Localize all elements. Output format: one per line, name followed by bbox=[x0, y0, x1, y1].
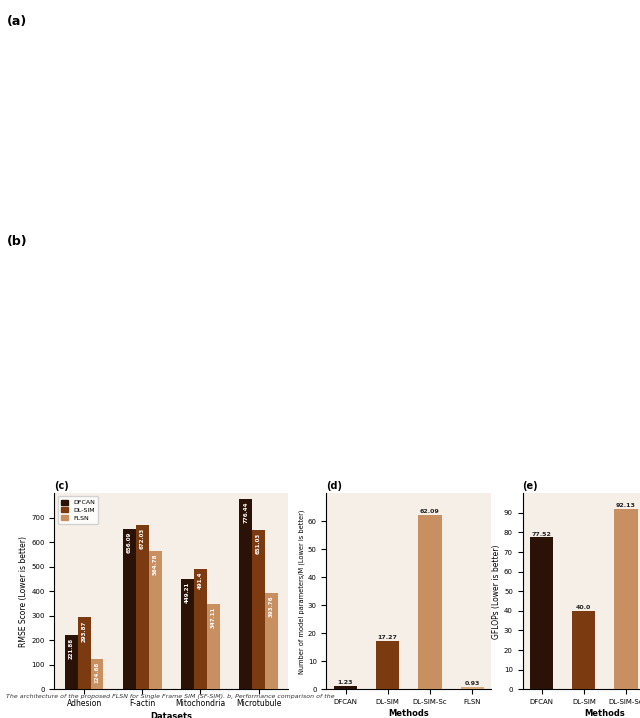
Bar bbox=[181, 579, 194, 689]
Bar bbox=[265, 593, 278, 689]
Text: (c): (c) bbox=[54, 481, 69, 491]
Bar bbox=[530, 537, 553, 689]
Text: 62.09: 62.09 bbox=[420, 509, 440, 514]
Bar bbox=[65, 635, 78, 689]
Text: 40.0: 40.0 bbox=[576, 605, 591, 610]
Text: (e): (e) bbox=[523, 481, 538, 491]
Text: 17.27: 17.27 bbox=[378, 635, 397, 640]
Y-axis label: RMSE Score (Lower is better): RMSE Score (Lower is better) bbox=[19, 536, 28, 647]
Text: 393.76: 393.76 bbox=[269, 596, 274, 617]
Bar bbox=[334, 686, 357, 689]
Text: 564.78: 564.78 bbox=[152, 554, 157, 575]
Text: 672.03: 672.03 bbox=[140, 528, 145, 549]
Bar bbox=[239, 499, 252, 689]
X-axis label: Methods: Methods bbox=[584, 709, 625, 718]
Bar bbox=[136, 525, 148, 689]
Bar bbox=[148, 551, 161, 689]
Bar bbox=[572, 611, 595, 689]
X-axis label: Methods: Methods bbox=[388, 709, 429, 718]
Bar bbox=[194, 569, 207, 689]
Bar bbox=[614, 508, 637, 689]
Bar bbox=[376, 641, 399, 689]
Y-axis label: GFLOPs (Lower is better): GFLOPs (Lower is better) bbox=[492, 544, 501, 638]
Bar bbox=[207, 605, 220, 689]
Text: 293.87: 293.87 bbox=[82, 620, 86, 642]
Text: 449.21: 449.21 bbox=[185, 582, 190, 603]
Bar bbox=[252, 530, 265, 689]
Text: 776.44: 776.44 bbox=[243, 502, 248, 523]
Text: 1.23: 1.23 bbox=[338, 680, 353, 685]
Bar bbox=[419, 516, 442, 689]
Text: 651.03: 651.03 bbox=[256, 533, 261, 554]
Text: 124.68: 124.68 bbox=[95, 662, 99, 683]
Text: 347.11: 347.11 bbox=[211, 607, 216, 628]
Bar bbox=[78, 617, 91, 689]
Text: (a): (a) bbox=[6, 14, 27, 28]
Legend: DFCAN, DL-SIM, FLSN: DFCAN, DL-SIM, FLSN bbox=[58, 496, 98, 523]
Text: 92.13: 92.13 bbox=[616, 503, 636, 508]
Text: 491.4: 491.4 bbox=[198, 572, 203, 589]
Text: 656.09: 656.09 bbox=[127, 531, 132, 553]
Text: 77.52: 77.52 bbox=[532, 531, 552, 536]
Text: (b): (b) bbox=[6, 235, 27, 248]
Bar bbox=[123, 528, 136, 689]
Text: 221.88: 221.88 bbox=[69, 638, 74, 659]
Text: (d): (d) bbox=[326, 481, 342, 491]
Text: The architecture of the proposed FLSN for Single Frame SIM (SF-SIM). b, Performa: The architecture of the proposed FLSN fo… bbox=[6, 694, 335, 699]
Bar bbox=[91, 658, 104, 689]
X-axis label: Datasets: Datasets bbox=[150, 712, 193, 718]
Bar bbox=[461, 686, 484, 689]
Text: 0.93: 0.93 bbox=[465, 681, 480, 686]
Y-axis label: Number of model parameters/M (Lower is better): Number of model parameters/M (Lower is b… bbox=[298, 509, 305, 673]
